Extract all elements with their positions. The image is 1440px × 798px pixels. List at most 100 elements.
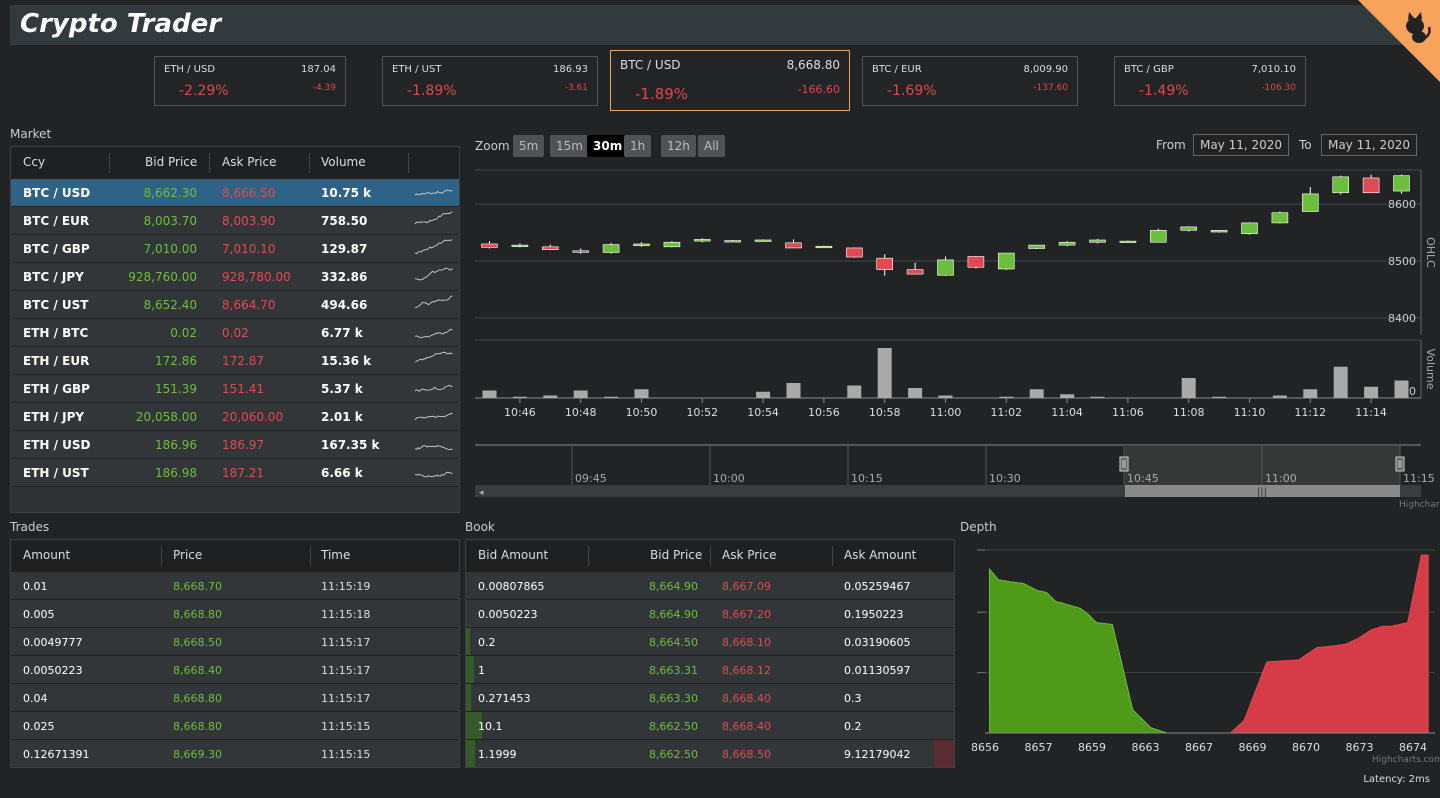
market-cell-volume: 167.35 k	[321, 438, 380, 452]
book-row[interactable]: 0.0050223 8,664.90 8,667.20 0.1950223	[466, 600, 954, 628]
market-row[interactable]: ETH / GBP 151.39 151.41 5.37 k	[11, 375, 459, 403]
depth-chart[interactable]: 8656 8657 8659 8663 8667 8669 8670 8673 8674	[955, 540, 1440, 765]
candle[interactable]	[1210, 230, 1228, 233]
col-time[interactable]: Time	[321, 548, 351, 562]
candle[interactable]	[572, 250, 589, 253]
candle[interactable]	[997, 252, 1015, 270]
navigator-left-handle[interactable]	[1119, 456, 1129, 472]
trade-row[interactable]: 0.0050223 8,668.40 11:15:17	[11, 656, 459, 684]
trade-row[interactable]: 0.025 8,668.80 11:15:15	[11, 712, 459, 740]
book-row[interactable]: 0.271453 8,663.30 8,668.40 0.3	[466, 684, 954, 712]
candle[interactable]	[1149, 230, 1167, 243]
candle[interactable]	[1119, 240, 1137, 243]
ticker-btc-eur[interactable]: BTC / EUR 8,009.90 -1.69% -137.60	[862, 56, 1078, 106]
zoom-label: Zoom	[475, 139, 510, 153]
market-row[interactable]: BTC / JPY 928,760.00 928,780.00 332.86	[11, 263, 459, 291]
book-row[interactable]: 0.00807865 8,664.90 8,667.09 0.05259467	[466, 572, 954, 600]
trade-cell-amount: 0.0050223	[23, 664, 83, 677]
candle[interactable]	[481, 243, 498, 248]
candle[interactable]	[815, 245, 833, 249]
book-cell-bid-price: 8,664.90	[649, 608, 698, 621]
candle[interactable]	[724, 240, 742, 243]
book-row[interactable]: 0.2 8,664.50 8,668.10 0.03190605	[466, 628, 954, 656]
scroll-left-icon[interactable]: ◂	[479, 488, 484, 498]
corner-badge[interactable]	[1358, 0, 1440, 82]
depth-credits[interactable]: Highcharts.com	[1372, 755, 1440, 765]
market-row[interactable]: BTC / UST 8,652.40 8,664.70 494.66	[11, 291, 459, 319]
zoom-1h-button[interactable]: 1h	[624, 135, 652, 157]
zoom-5m-button[interactable]: 5m	[513, 135, 545, 157]
candle[interactable]	[1241, 222, 1258, 235]
book-row[interactable]: 1.1999 8,662.50 8,668.50 9.12179042	[466, 740, 954, 767]
col-price[interactable]: Price	[173, 548, 203, 562]
candle[interactable]	[1271, 212, 1289, 224]
market-row[interactable]: ETH / UST 186.98 187.21 6.66 k	[11, 459, 459, 487]
ticker-eth-ust[interactable]: ETH / UST 186.93 -1.89% -3.61	[382, 56, 598, 106]
zoom-12h-button[interactable]: 12h	[661, 135, 696, 157]
col-ask-amount[interactable]: Ask Amount	[844, 548, 917, 562]
col-bid[interactable]: Bid Price	[145, 155, 198, 169]
ticker-btc-usd[interactable]: BTC / USD 8,668.80 -1.89% -166.60	[610, 50, 850, 111]
candle[interactable]	[633, 243, 650, 246]
col-ccy[interactable]: Ccy	[23, 155, 46, 169]
candle[interactable]	[754, 239, 772, 242]
candle[interactable]	[1180, 226, 1198, 231]
market-row[interactable]: ETH / BTC 0.02 0.02 6.77 k	[11, 319, 459, 347]
sparkline-line	[415, 267, 453, 281]
ticker-btc-gbp[interactable]: BTC / GBP 7,010.10 -1.49% -106.30	[1114, 56, 1306, 106]
col-volume[interactable]: Volume	[321, 155, 366, 169]
candle[interactable]	[906, 269, 924, 275]
market-row[interactable]: BTC / EUR 8,003.70 8,003.90 758.50	[11, 207, 459, 235]
candle[interactable]	[1332, 176, 1350, 194]
trade-row[interactable]: 0.04 8,668.80 11:15:17	[11, 684, 459, 712]
candle[interactable]	[785, 242, 802, 249]
col-ask[interactable]: Ask Price	[222, 155, 277, 169]
book-cell-bid-price: 8,663.31	[649, 664, 698, 677]
candle[interactable]	[1393, 175, 1410, 192]
market-row[interactable]: ETH / JPY 20,058.00 20,060.00 2.01 k	[11, 403, 459, 431]
navigator-right-handle[interactable]	[1395, 456, 1405, 472]
candle[interactable]	[1089, 239, 1106, 243]
price-chart[interactable]: 8400 8500 8600 OHLC Volume 0 10:46 10:48 10:50 10…	[465, 165, 1440, 510]
market-row[interactable]: ETH / EUR 172.86 172.87 15.36 k	[11, 347, 459, 375]
candle[interactable]	[542, 246, 559, 250]
from-date-input[interactable]: May 11, 2020	[1193, 134, 1289, 156]
candle[interactable]	[876, 257, 894, 270]
candle[interactable]	[967, 256, 985, 268]
candle[interactable]	[1362, 177, 1380, 194]
to-date-input[interactable]: May 11, 2020	[1321, 134, 1417, 156]
volume-bar	[1090, 396, 1105, 398]
market-row[interactable]: BTC / USD 8,662.30 8,666.50 10.75 k	[11, 179, 459, 207]
col-amount[interactable]: Amount	[23, 548, 71, 562]
zoom-15m-button[interactable]: 15m	[550, 135, 589, 157]
book-row[interactable]: 10.1 8,662.50 8,668.40 0.2	[466, 712, 954, 740]
market-cell-volume: 494.66	[321, 298, 368, 312]
candle[interactable]	[1301, 193, 1319, 212]
candle[interactable]	[663, 241, 681, 248]
zoom-all-button[interactable]: All	[698, 135, 725, 157]
col-bid-amount[interactable]: Bid Amount	[478, 548, 549, 562]
zoom-30m-button[interactable]: 30m	[587, 135, 629, 157]
ticker-eth-usd[interactable]: ETH / USD 187.04 -2.29% -4.39	[154, 56, 346, 106]
col-ask-price[interactable]: Ask Price	[722, 548, 777, 562]
trade-row[interactable]: 0.005 8,668.80 11:15:18	[11, 600, 459, 628]
candle[interactable]	[1058, 241, 1076, 246]
book-row[interactable]: 1 8,663.31 8,668.12 0.01130597	[466, 656, 954, 684]
chart-credits[interactable]: Highcharts.com	[1399, 500, 1440, 510]
bids-area[interactable]	[988, 567, 1167, 734]
trade-row[interactable]: 0.0049777 8,668.50 11:15:17	[11, 628, 459, 656]
market-row[interactable]: BTC / GBP 7,010.00 7,010.10 129.87	[11, 235, 459, 263]
ticker-change: -166.60	[797, 83, 840, 96]
candle[interactable]	[511, 244, 529, 247]
trade-row[interactable]: 0.12671391 8,669.30 11:15:15	[11, 740, 459, 767]
candle[interactable]	[845, 247, 863, 258]
candle[interactable]	[1028, 244, 1046, 249]
scrollbar-thumb[interactable]	[1125, 485, 1400, 497]
candle[interactable]	[937, 259, 954, 276]
candle[interactable]	[694, 239, 711, 242]
trade-row[interactable]: 0.01 8,668.70 11:15:19	[11, 572, 459, 600]
col-bid-price[interactable]: Bid Price	[650, 548, 703, 562]
market-row[interactable]: ETH / USD 186.96 186.97 167.35 k	[11, 431, 459, 459]
asks-area[interactable]	[1230, 554, 1429, 734]
candle[interactable]	[602, 244, 620, 253]
